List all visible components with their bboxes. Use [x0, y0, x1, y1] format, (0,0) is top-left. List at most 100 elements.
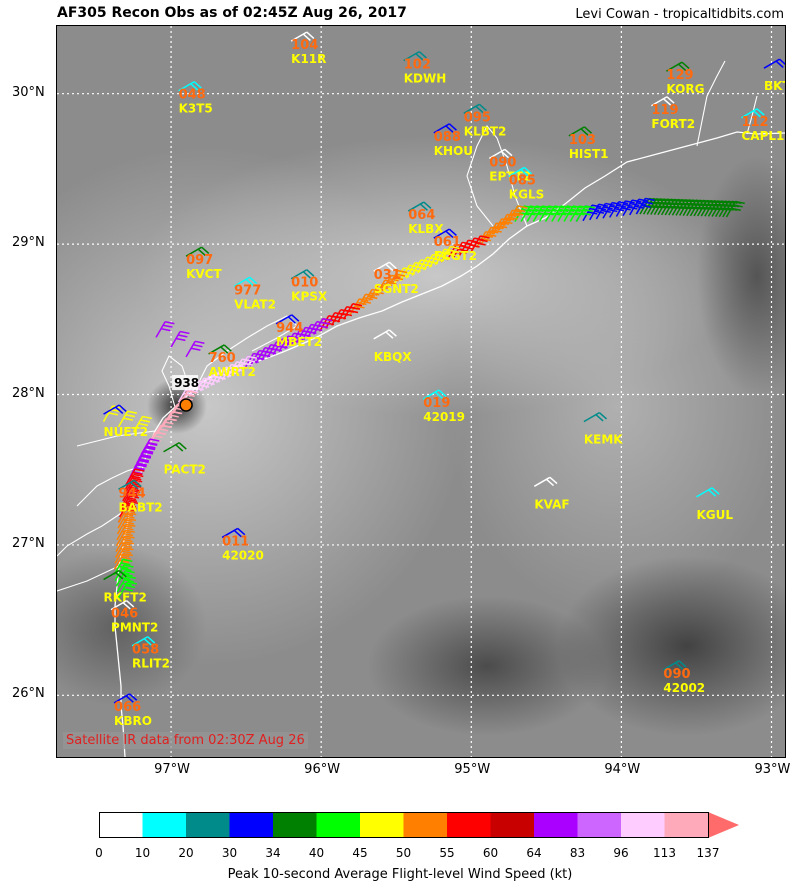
station-pressure-value: 031: [374, 268, 401, 283]
station-pressure-value: 010: [291, 276, 318, 291]
station-id-label[interactable]: RLIT2: [132, 657, 170, 671]
track-wind-barb: [115, 529, 135, 547]
station-id-label[interactable]: FORT2: [651, 117, 695, 131]
station-id-label[interactable]: RKFT2: [104, 591, 147, 605]
station-pressure-value: 112: [741, 115, 768, 130]
station-id-label[interactable]: KORG: [666, 82, 704, 96]
station-id-label[interactable]: K3T5: [179, 102, 213, 116]
station-wind-barb: [185, 246, 210, 257]
station-wind-barb: [403, 50, 427, 62]
colorbar-tick-label: 45: [352, 846, 368, 860]
colorbar-segment: [99, 812, 143, 838]
station-id-label[interactable]: CAPL1: [741, 129, 784, 143]
track-wind-barb: [132, 415, 152, 433]
station-id-label[interactable]: 42002: [663, 681, 705, 695]
colorbar-segment: [577, 812, 621, 838]
station-id-label[interactable]: FCGT2: [434, 249, 477, 263]
lat-tick-label: 30°N: [12, 84, 45, 100]
coastline: [57, 60, 785, 757]
station-id-label[interactable]: KBQX: [374, 350, 413, 364]
station-id-label[interactable]: KBRO: [114, 714, 152, 728]
station-wind-barb: [103, 569, 127, 581]
colorbar-segment: [316, 812, 360, 838]
station-id-label[interactable]: VLAT2: [234, 297, 276, 311]
colorbar-tick-label: 55: [439, 846, 455, 860]
colorbar-segment: [447, 812, 491, 838]
station-pressure-value: 095: [464, 110, 491, 125]
lat-tick-label: 26°N: [12, 686, 45, 702]
colorbar-segment: [229, 812, 273, 838]
center-pressure-box: [172, 375, 199, 391]
station-pressure-value: 058: [132, 643, 159, 658]
colorbar-tick-label: 30: [221, 846, 238, 860]
station-wind-barb: [741, 108, 765, 119]
colorbar-extend-arrow: [708, 812, 739, 838]
station-pressure-value: 046: [111, 607, 138, 622]
station-id-label[interactable]: KDWH: [404, 72, 447, 86]
station-pressure-value: 048: [179, 88, 206, 103]
station-id-label[interactable]: SGNT2: [374, 282, 419, 296]
recon-flight-track: [102, 197, 745, 598]
track-wind-barb: [375, 279, 395, 297]
colorbar-segment: [534, 812, 578, 838]
station-id-label[interactable]: HIST1: [569, 147, 609, 161]
station-wind-barb: [433, 228, 457, 239]
station-wind-barb: [103, 404, 127, 415]
coastline-detail: [76, 465, 144, 507]
station-wind-barb: [221, 527, 246, 539]
station-pressure-value: 061: [434, 235, 461, 250]
track-wind-barb: [532, 205, 552, 222]
station-id-label[interactable]: NUET2: [104, 425, 149, 439]
coastline-detail: [696, 60, 726, 147]
station-wind-barb: [488, 148, 513, 160]
station-id-label[interactable]: MBET2: [276, 335, 322, 349]
station-wind-barb: [508, 166, 532, 178]
lon-tick-label: 97°W: [154, 762, 190, 777]
lat-tick-label: 28°N: [12, 385, 45, 401]
colorbar-tick-label: 20: [178, 846, 194, 860]
station-id-label[interactable]: BKTL1: [764, 79, 785, 93]
wind-speed-colorbar: [99, 812, 739, 838]
station-id-label[interactable]: PACT2: [164, 463, 206, 477]
storm-center-marker[interactable]: [179, 398, 193, 412]
storm-center: 938: [172, 375, 199, 412]
track-wind-barb: [185, 340, 205, 358]
colorbar-tick-label: 137: [696, 846, 720, 860]
track-wind-barb: [114, 541, 134, 558]
station-wind-barb: [583, 411, 608, 423]
station-pressure-value: 103: [569, 133, 596, 148]
station-id-label[interactable]: K11R: [291, 52, 326, 66]
station-pressure-value: 097: [186, 253, 213, 268]
station-id-label[interactable]: KPSX: [291, 290, 328, 304]
station-id-label[interactable]: KGUL: [696, 508, 733, 522]
station-wind-barb: [663, 660, 687, 671]
track-wind-barb: [155, 321, 175, 338]
station-id-label[interactable]: 42019: [423, 410, 465, 424]
credit-text: Levi Cowan - tropicaltidbits.com: [575, 7, 784, 22]
station-pressure-value: 019: [423, 396, 450, 411]
colorbar-label: Peak 10-second Average Flight-level Wind…: [227, 867, 573, 882]
chart-title: AF305 Recon Obs as of 02:45Z Aug 26, 201…: [57, 5, 407, 21]
center-pressure-label: 938: [174, 376, 199, 390]
station-pressure-value: 064: [408, 208, 435, 223]
station-id-label[interactable]: KLBT2: [464, 124, 507, 138]
station-id-label[interactable]: KVAF: [534, 497, 569, 511]
track-wind-barb: [520, 205, 540, 222]
station-id-label[interactable]: KLBX: [408, 222, 444, 236]
station-id-label[interactable]: KGLS: [509, 187, 544, 201]
station-wind-barb: [433, 123, 457, 134]
station-id-label[interactable]: AWRT2: [209, 365, 256, 379]
track-wind-barb: [117, 581, 137, 598]
station-id-label[interactable]: 42020: [222, 548, 264, 562]
station-id-label[interactable]: KEMK: [584, 433, 623, 447]
station-id-label[interactable]: KHOU: [434, 144, 473, 158]
station-id-label[interactable]: PMNT2: [111, 621, 158, 635]
colorbar-segment: [490, 812, 534, 838]
colorbar-segment: [142, 812, 186, 838]
coastline-detail: [746, 95, 758, 135]
station-id-label[interactable]: BABT2: [119, 500, 163, 514]
station-id-label[interactable]: KVCT: [186, 267, 222, 281]
station-wind-barb: [763, 58, 785, 69]
